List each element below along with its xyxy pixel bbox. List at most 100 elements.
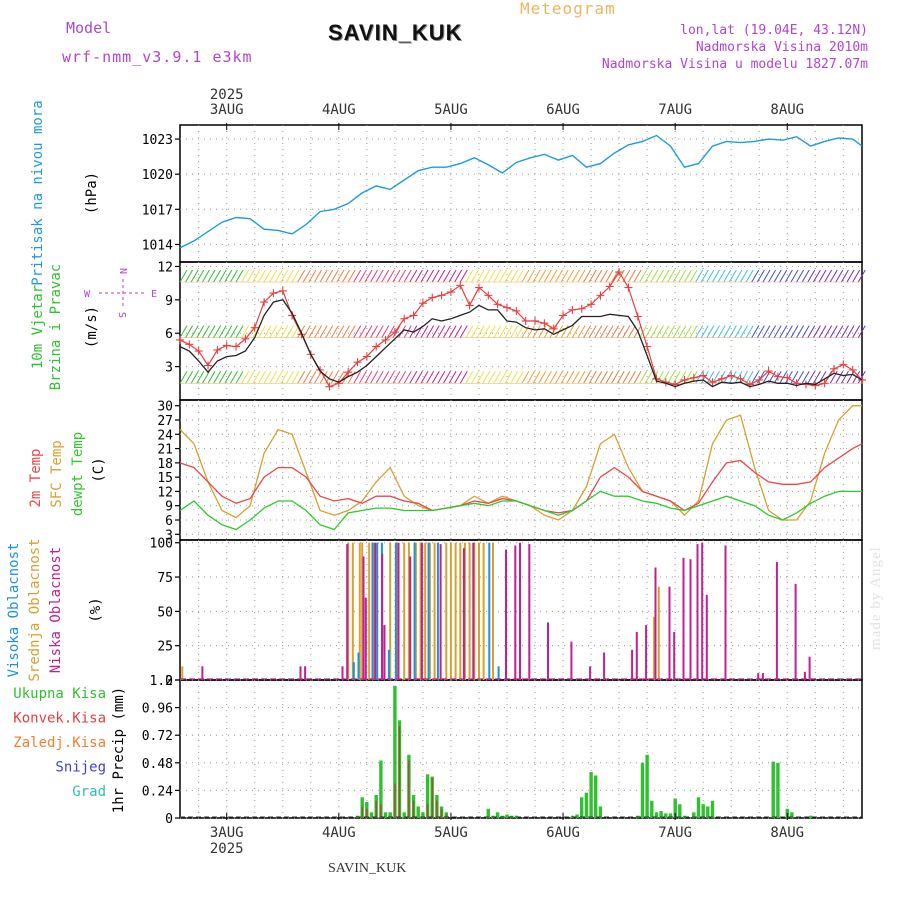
mid-cloud-bar xyxy=(424,542,427,680)
top-year-label: 2025 xyxy=(210,87,244,103)
wind-barb xyxy=(588,325,597,338)
wind-barb xyxy=(465,269,474,283)
low-cloud-bar xyxy=(696,544,699,680)
wind-barb xyxy=(263,371,272,384)
top-day-label: 4AUG xyxy=(322,102,356,118)
high-cloud-bar xyxy=(436,542,439,680)
gust-marker xyxy=(456,281,465,290)
ytick-label-pressure: 1020 xyxy=(142,168,173,183)
wind-barb xyxy=(504,371,513,384)
wind-barb xyxy=(723,325,732,338)
legend-precip-0: Ukupna Kisa xyxy=(13,686,106,702)
wind-barb xyxy=(482,371,491,384)
ytick-label-temperature: 27 xyxy=(157,414,173,429)
top-day-label: 7AUG xyxy=(658,102,692,118)
low-cloud-bar xyxy=(439,544,442,680)
wind-barb xyxy=(201,269,210,283)
ylabel-precip-unit: 1hr Precip (mm) xyxy=(111,687,127,813)
total-precip-bar xyxy=(678,804,682,818)
wind-barb xyxy=(549,269,558,283)
wind-barb xyxy=(807,371,816,384)
wind-barb xyxy=(835,371,844,384)
wind-barb xyxy=(510,325,519,338)
bottom-day-label: 3AUG xyxy=(210,825,244,841)
low-cloud-bar xyxy=(420,542,423,680)
mid-cloud-bar xyxy=(478,542,480,680)
wind-barb xyxy=(824,325,833,338)
wind-barb xyxy=(499,325,507,338)
mid-cloud-bar xyxy=(389,542,392,680)
gust-marker xyxy=(727,371,736,380)
wind-barb xyxy=(414,269,423,283)
total-precip-bar xyxy=(701,804,705,818)
wind-barb xyxy=(454,371,463,384)
wind-barb xyxy=(370,325,379,338)
wind-barb xyxy=(807,325,816,338)
wind-barb xyxy=(751,371,760,384)
wind-barb xyxy=(784,325,793,338)
wind-barb xyxy=(235,269,244,283)
wind-barb xyxy=(330,269,339,283)
total-precip-bar xyxy=(598,806,603,818)
wind-barb xyxy=(319,269,328,283)
wind-barb xyxy=(549,371,558,384)
ylabel-pressure-unit: (hPa) xyxy=(84,172,100,214)
wind-barb xyxy=(857,325,866,338)
gust-marker xyxy=(559,311,568,320)
wind-barb xyxy=(201,371,210,384)
wind-barb xyxy=(734,325,743,338)
wind-barb xyxy=(521,269,530,283)
wind-barb xyxy=(768,269,777,283)
wind-barb xyxy=(852,269,861,283)
ytick-label-pressure: 1014 xyxy=(142,238,173,253)
bottom-day-label: 5AUG xyxy=(434,825,468,841)
wind-barb xyxy=(213,325,222,338)
wind-barb xyxy=(745,371,754,384)
gust-marker xyxy=(493,300,502,309)
wind-barb xyxy=(308,269,317,283)
wind-barb xyxy=(459,269,468,283)
wind-barb xyxy=(784,269,793,283)
wind-barb xyxy=(515,371,524,384)
wind-barb xyxy=(818,325,827,338)
gust-marker xyxy=(269,289,278,298)
wind-barb xyxy=(308,325,317,338)
wind-barb xyxy=(756,325,765,338)
wind-barb xyxy=(185,269,194,283)
low-cloud-bar xyxy=(705,594,708,680)
gust-marker xyxy=(400,314,409,323)
wind-barb xyxy=(807,269,816,283)
high-cloud-bar xyxy=(413,542,416,680)
high-cloud-bar xyxy=(394,542,397,680)
wind-barb xyxy=(437,371,446,384)
wind-barb xyxy=(712,269,720,283)
wind-barb xyxy=(241,269,250,283)
gust-marker xyxy=(848,365,857,374)
low-cloud-bar xyxy=(201,666,204,680)
wind-barb xyxy=(291,371,300,384)
total-precip-bar xyxy=(664,813,668,818)
wind-barb xyxy=(555,269,563,283)
wind-barb xyxy=(835,269,844,283)
high-cloud-bar xyxy=(376,542,379,680)
wind-barb xyxy=(543,371,552,384)
gust-marker xyxy=(446,288,455,297)
mid-cloud-bar xyxy=(454,542,457,680)
wind-barb xyxy=(196,269,205,283)
low-cloud-bar xyxy=(397,542,400,680)
wind-barb xyxy=(801,269,810,283)
wind-barb xyxy=(364,325,373,338)
mid-cloud-bar xyxy=(407,542,410,680)
bottom-day-label: 4AUG xyxy=(322,825,356,841)
wind-barb xyxy=(190,371,199,384)
wind-barb xyxy=(801,371,810,384)
wind-barb xyxy=(431,371,440,384)
gust-marker xyxy=(764,367,773,376)
gust-marker xyxy=(540,319,549,328)
low-cloud-bar xyxy=(364,597,367,680)
gust-marker xyxy=(643,342,652,351)
wind-barb xyxy=(717,269,726,283)
wind-barb xyxy=(487,325,496,338)
conv-precip-bar xyxy=(408,760,410,818)
low-cloud-bar xyxy=(505,549,507,680)
